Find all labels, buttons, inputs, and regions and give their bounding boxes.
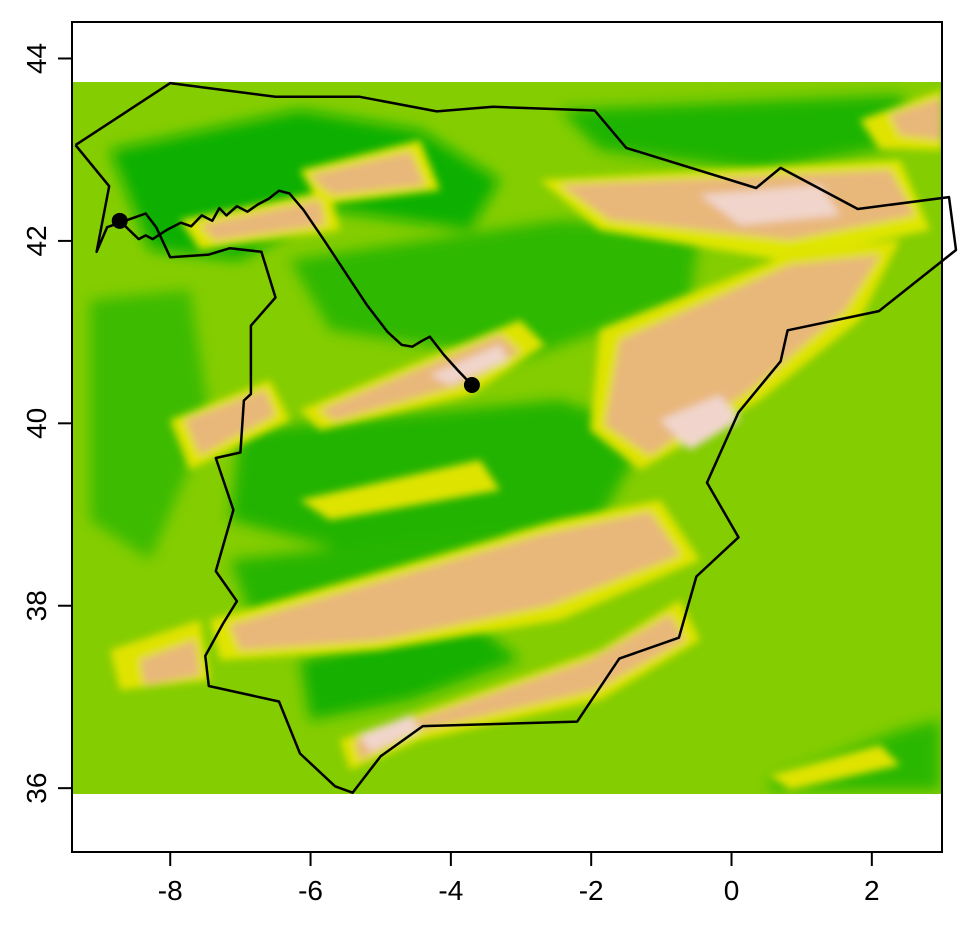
route-line [118,189,473,386]
terrain-patch [770,745,900,790]
terrain-patch [140,640,200,685]
y-tick-label: 38 [21,590,52,621]
terrain-patch [700,185,840,225]
x-tick-label: -4 [438,875,463,906]
terrain-patch [300,620,520,720]
spain-portugal-border [74,81,958,794]
country-borders [74,81,958,794]
terrain-patch [290,220,700,360]
terrain-patch [310,152,425,195]
terrain-patch [320,335,520,420]
x-tick-label: -6 [298,875,323,906]
y-tick-label: 44 [21,43,52,74]
terrain-patch [185,390,275,455]
terrain-patch [90,290,210,560]
terrain-patch [890,98,942,140]
x-axis: -8 -6 -4 -2 0 2 [158,851,880,906]
terrain-patch [605,255,880,455]
terrain-patch [560,95,930,170]
x-tick-label: 2 [864,875,880,906]
terrain-patch [360,715,420,752]
x-tick-label: 0 [724,875,740,906]
terrain-patch [430,345,508,385]
y-tick-label: 36 [21,773,52,804]
x-tick-label: -2 [579,875,604,906]
y-tick-label: 42 [21,225,52,256]
point-marker-1 [111,212,128,229]
terrain-patch [200,200,325,240]
point-markers [111,212,480,394]
point-marker-2 [463,377,480,394]
y-tick-label: 40 [21,408,52,439]
y-axis: 36 38 40 42 44 [21,43,73,804]
elevation-raster [72,82,942,794]
terrain-patch [355,615,685,760]
route-layer [118,189,473,386]
x-tick-label: -8 [158,875,183,906]
terrain-patch [300,460,500,520]
terrain-patch [230,512,680,650]
terrain-patch [660,395,740,450]
